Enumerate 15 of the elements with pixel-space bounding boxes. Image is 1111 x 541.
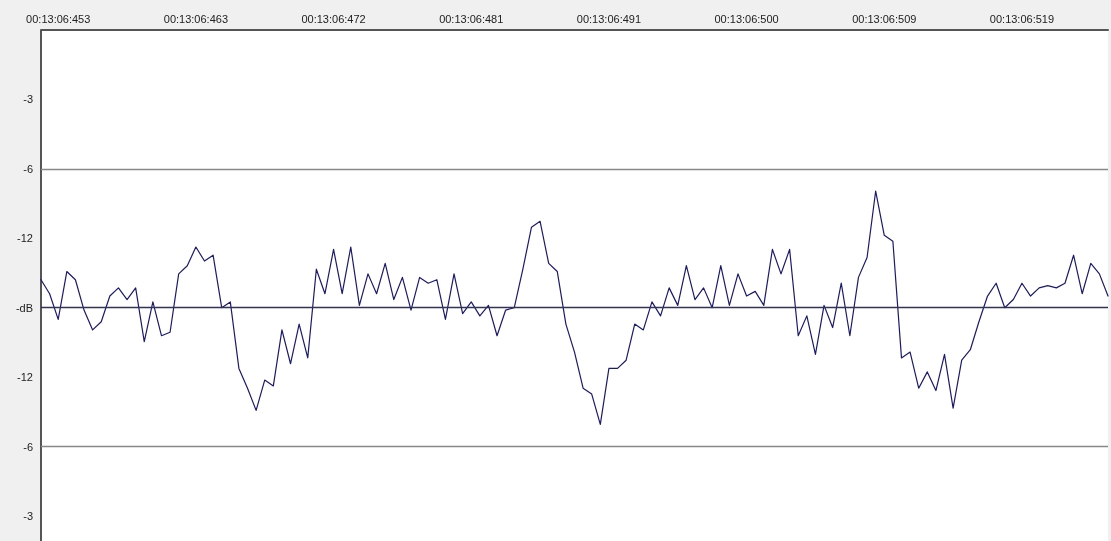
x-tick-label: 00:13:06:453 xyxy=(26,12,91,25)
text: -dB xyxy=(15,301,33,314)
x-tick-label: 00:13:06:481 xyxy=(439,12,504,25)
x-tick-label: 00:13:06:472 xyxy=(301,12,366,25)
text: -6 xyxy=(23,440,33,453)
x-tick-label: 00:13:06:519 xyxy=(989,12,1055,25)
x-tick-label: 00:13:06:491 xyxy=(576,12,642,25)
text: -3 xyxy=(23,510,33,523)
text: -12 xyxy=(17,371,33,384)
text: -6 xyxy=(23,162,33,175)
text: -12 xyxy=(17,232,33,245)
x-tick-label: 00:13:06:463 xyxy=(163,12,228,25)
x-tick-label: 00:13:06:500 xyxy=(714,12,779,25)
text: -3 xyxy=(23,93,33,106)
x-tick-label: 00:13:06:509 xyxy=(852,12,917,25)
